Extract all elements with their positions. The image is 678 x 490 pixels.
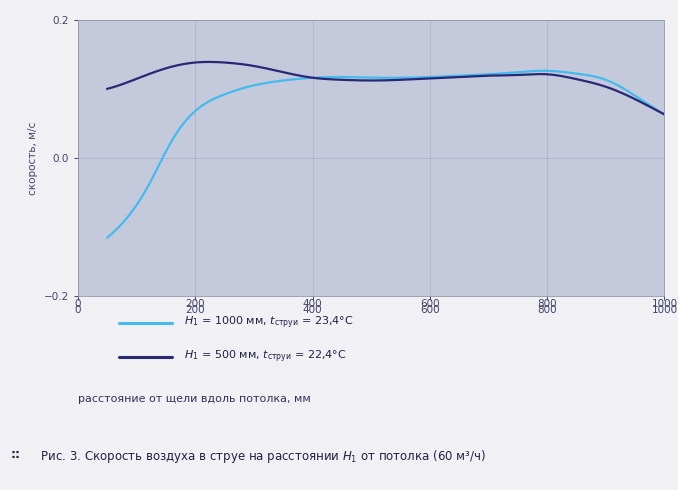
Text: 1000: 1000 bbox=[652, 299, 677, 309]
Text: Рис. 3. Скорость воздуха в струе на расстоянии $H_1$ от потолка (60 м³/ч): Рис. 3. Скорость воздуха в струе на расс… bbox=[37, 448, 486, 466]
Text: расстояние от щели вдоль потолка, мм: расстояние от щели вдоль потолка, мм bbox=[78, 394, 311, 404]
Text: $H_1$ = 1000 мм, $t_\mathrm{струи}$ = 23,4°C: $H_1$ = 1000 мм, $t_\mathrm{струи}$ = 23… bbox=[184, 315, 353, 331]
Text: 200: 200 bbox=[186, 299, 205, 309]
Text: $H_1$ = 500 мм, $t_\mathrm{струи}$ = 22,4°C: $H_1$ = 500 мм, $t_\mathrm{струи}$ = 22,… bbox=[184, 349, 346, 366]
Text: ::: :: bbox=[10, 448, 20, 462]
Text: 0: 0 bbox=[75, 299, 81, 309]
Text: 800: 800 bbox=[538, 299, 557, 309]
Text: 400: 400 bbox=[303, 299, 322, 309]
Text: 600: 600 bbox=[420, 299, 439, 309]
Y-axis label: скорость, м/с: скорость, м/с bbox=[28, 122, 38, 195]
